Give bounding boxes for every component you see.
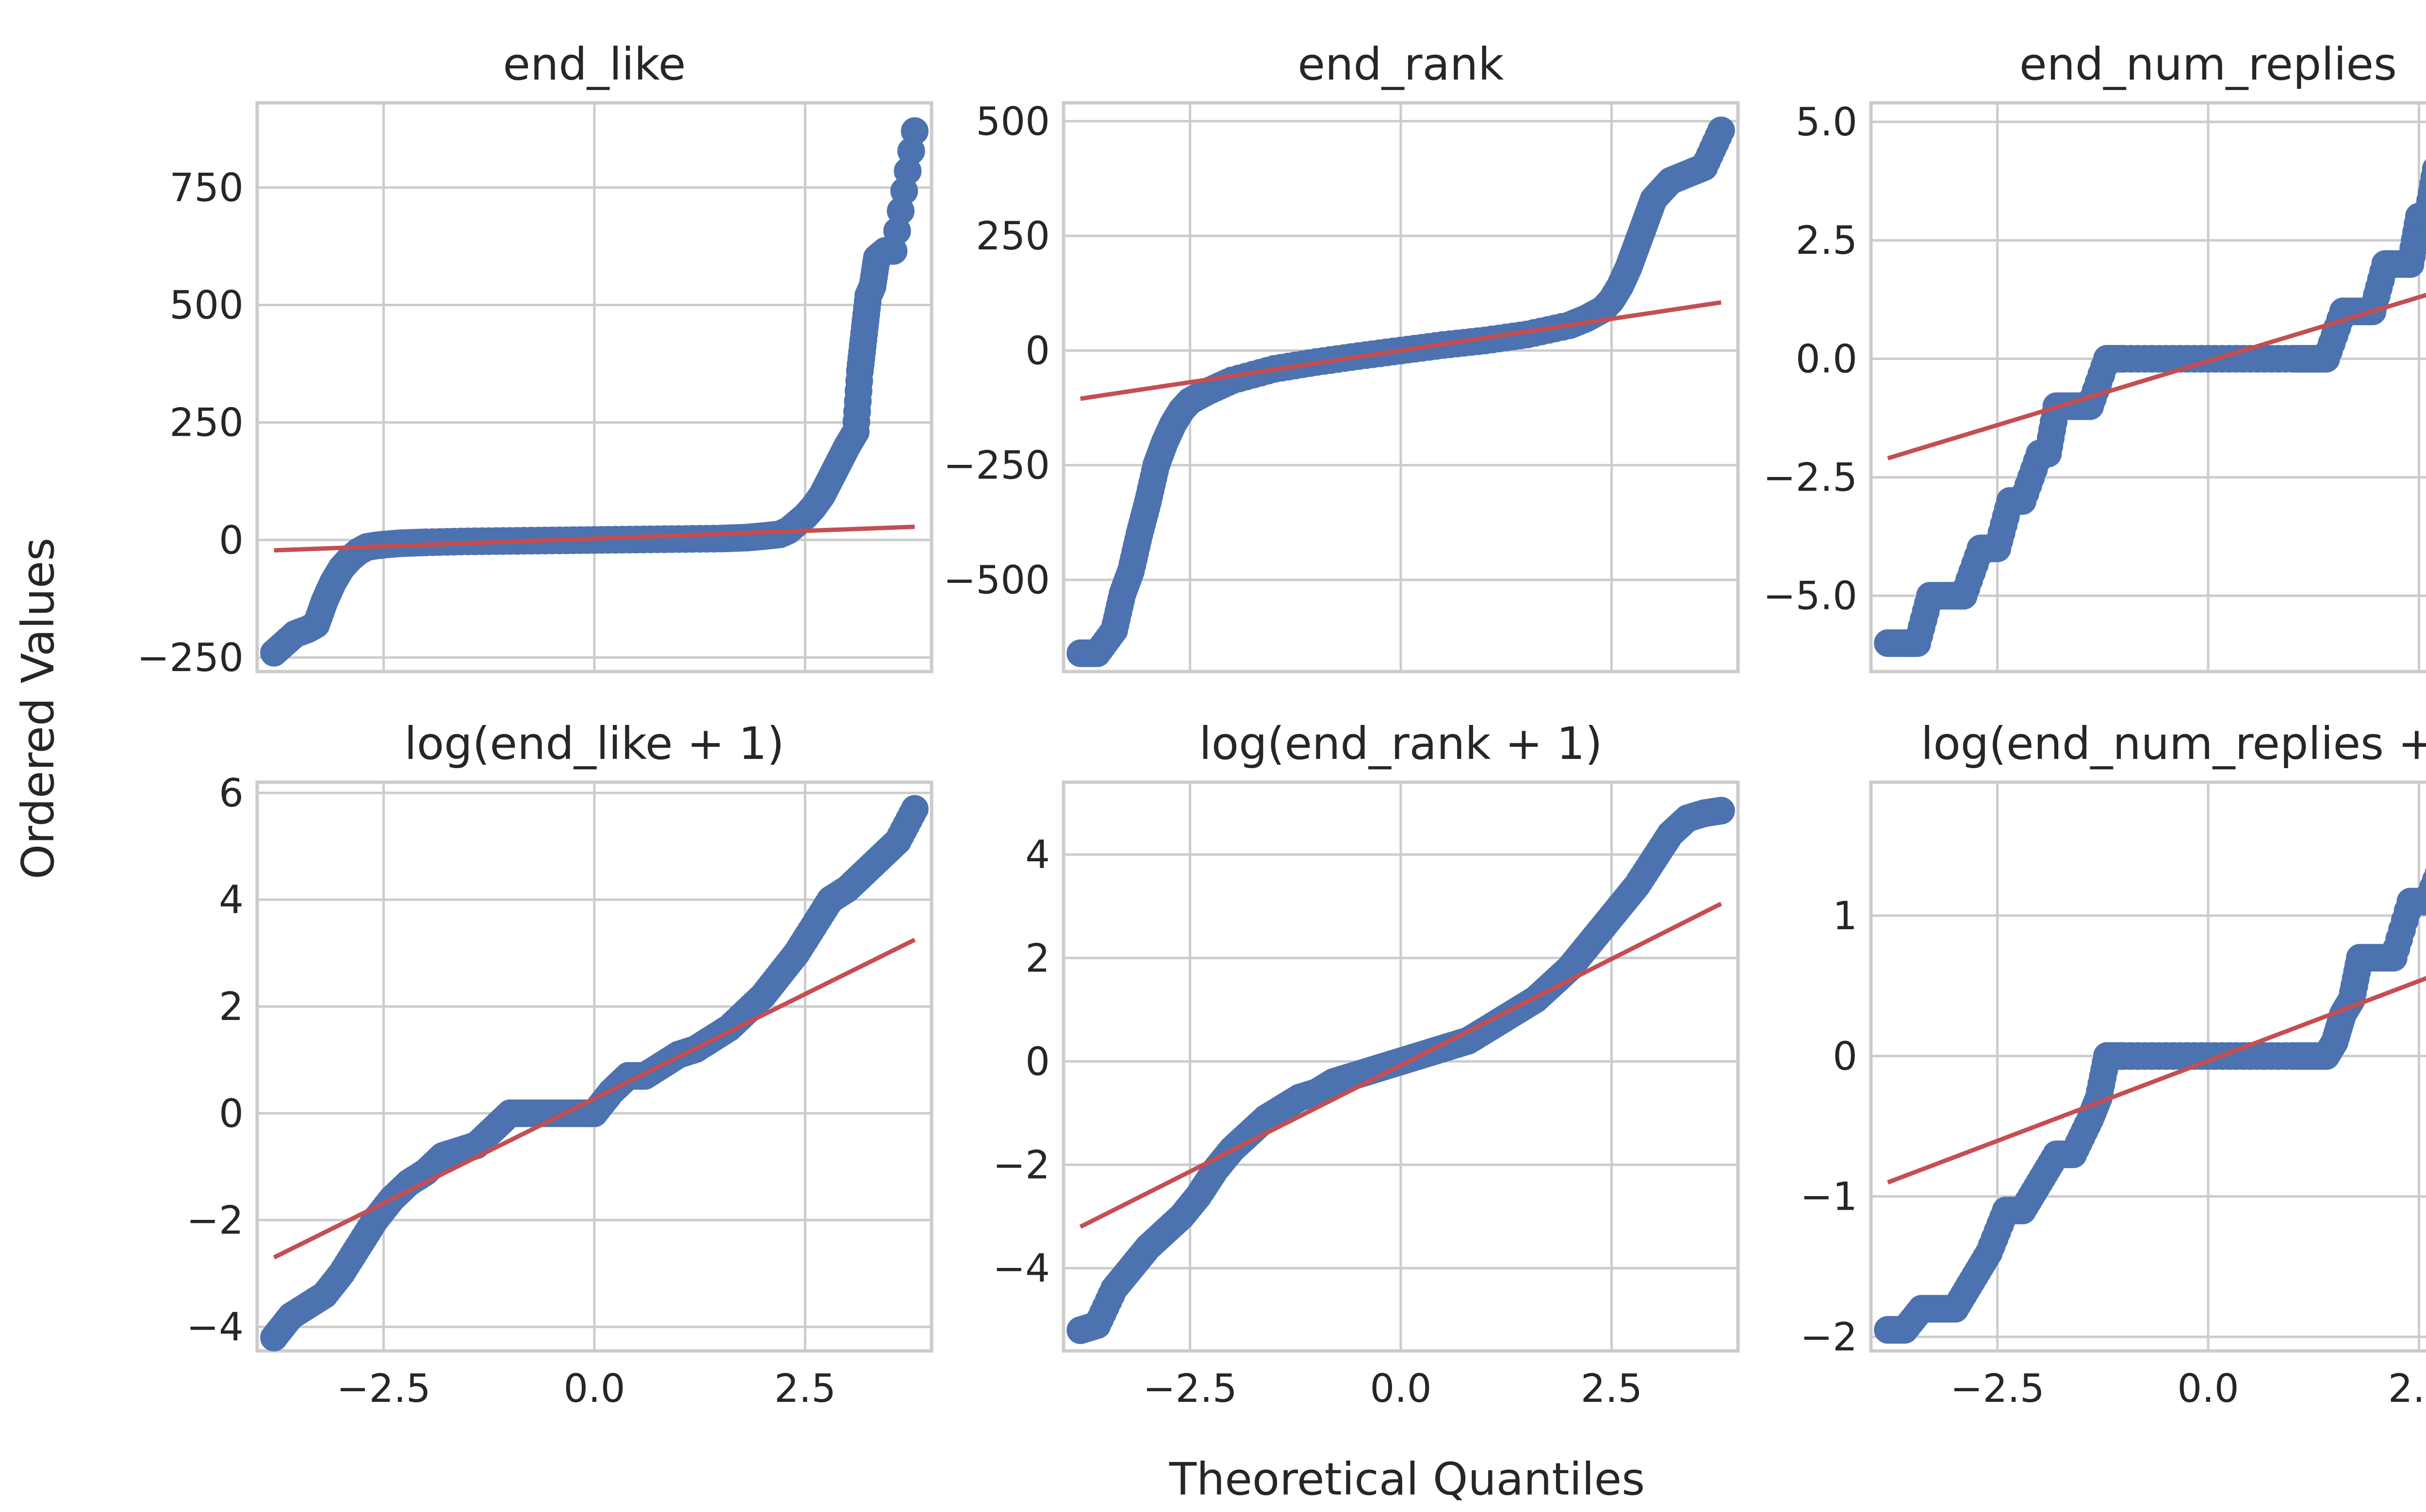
panel-title: log(end_num_replies + 1) bbox=[1921, 718, 2426, 770]
y-tick-label: −250 bbox=[137, 635, 244, 680]
y-tick-label: −4 bbox=[993, 1246, 1050, 1291]
y-tick-label: −4 bbox=[186, 1304, 244, 1349]
x-tick-label: 0.0 bbox=[563, 1366, 625, 1411]
y-tick-label: 0.0 bbox=[1796, 336, 1857, 381]
qq-panel-2: −5.0 −2.5 0.0 2.5 5.0 end_num_replies bbox=[1763, 38, 2426, 674]
panel-title: log(end_rank + 1) bbox=[1199, 718, 1602, 770]
data-points bbox=[260, 795, 929, 1351]
data-point bbox=[1707, 116, 1735, 145]
reference-line bbox=[1887, 293, 2426, 460]
y-tick-label: 500 bbox=[976, 99, 1050, 144]
panel-frame bbox=[255, 780, 934, 1353]
x-tick-label: 0.0 bbox=[2177, 1366, 2239, 1411]
qq-panel-5: −2.5 0.0 2.5 −2 −1 0 1 log(end_num_replies + 1) bbox=[1800, 718, 2426, 1411]
panel-title: end_num_replies bbox=[2019, 38, 2397, 90]
y-tick-label: 500 bbox=[169, 282, 244, 328]
data-point bbox=[901, 117, 929, 145]
data-point bbox=[2422, 159, 2426, 179]
x-tick-label: 2.5 bbox=[1581, 1366, 1642, 1411]
x-tick-label: 2.5 bbox=[774, 1366, 836, 1411]
data-points bbox=[1874, 159, 2426, 657]
reference-line bbox=[274, 525, 915, 553]
panel-frame bbox=[255, 101, 934, 674]
panel-frame bbox=[1869, 101, 2426, 674]
data-point bbox=[901, 795, 929, 823]
data-points bbox=[1874, 868, 2426, 1344]
panel-frame bbox=[1062, 101, 1740, 674]
qq-panel-3: −2.5 0.0 2.5 −4 −2 0 2 4 6 log(end_like + 1) bbox=[186, 718, 934, 1411]
y-tick-label: −500 bbox=[943, 558, 1050, 603]
data-point bbox=[2425, 163, 2426, 175]
qq-panel-0: −250 0 250 500 750 end_like bbox=[137, 38, 934, 680]
panel-title: end_rank bbox=[1297, 38, 1504, 90]
x-tick-label: 2.5 bbox=[2388, 1366, 2426, 1411]
data-point bbox=[2425, 868, 2426, 879]
x-tick-label: −2.5 bbox=[1950, 1366, 2044, 1411]
y-axis-label: Ordered Values bbox=[12, 538, 64, 879]
y-tick-label: 0 bbox=[1025, 1039, 1050, 1084]
y-tick-label: −1 bbox=[1800, 1174, 1857, 1219]
y-tick-label: 1 bbox=[1833, 893, 1857, 938]
y-tick-label: 2 bbox=[1025, 936, 1050, 981]
y-tick-label: 2.5 bbox=[1796, 218, 1857, 263]
y-tick-label: 750 bbox=[169, 165, 244, 210]
reference-line bbox=[1887, 976, 2426, 1184]
y-tick-label: −250 bbox=[943, 443, 1050, 488]
x-tick-label: −2.5 bbox=[336, 1366, 430, 1411]
y-tick-label: −2 bbox=[1800, 1315, 1857, 1360]
y-tick-label: 250 bbox=[169, 400, 244, 445]
y-tick-label: 4 bbox=[219, 877, 244, 922]
panel-title: log(end_like + 1) bbox=[404, 718, 784, 770]
reference-line bbox=[1079, 902, 1722, 1229]
data-point bbox=[1707, 797, 1735, 825]
qq-panel-1: −500 −250 0 250 500 end_rank bbox=[943, 38, 1740, 674]
reference-line bbox=[1080, 300, 1721, 401]
y-tick-label: −2 bbox=[993, 1142, 1050, 1187]
y-tick-label: 2 bbox=[219, 984, 244, 1029]
y-tick-label: 6 bbox=[219, 771, 244, 816]
x-axis-label: Theoretical Quantiles bbox=[1169, 1453, 1645, 1505]
qq-panel-4: −2.5 0.0 2.5 −4 −2 0 2 4 log(end_rank + 1) bbox=[993, 718, 1740, 1411]
y-tick-label: 5.0 bbox=[1796, 99, 1857, 145]
y-tick-label: 4 bbox=[1025, 832, 1050, 877]
y-tick-label: 0 bbox=[1833, 1034, 1857, 1079]
y-tick-label: −2.5 bbox=[1763, 455, 1857, 500]
panel-frame bbox=[1869, 780, 2426, 1353]
y-tick-label: 0 bbox=[1025, 328, 1050, 373]
reference-line bbox=[273, 937, 916, 1260]
y-tick-label: 250 bbox=[976, 214, 1050, 259]
x-tick-label: −2.5 bbox=[1143, 1366, 1237, 1411]
data-points bbox=[260, 117, 929, 667]
y-tick-label: 0 bbox=[219, 518, 244, 563]
y-tick-label: −2 bbox=[186, 1198, 244, 1243]
data-points bbox=[1066, 116, 1735, 667]
y-tick-label: 0 bbox=[219, 1091, 244, 1136]
panel-title: end_like bbox=[503, 38, 686, 90]
panel-frame bbox=[1062, 780, 1740, 1353]
x-tick-label: 0.0 bbox=[1370, 1366, 1431, 1411]
y-tick-label: −5.0 bbox=[1763, 574, 1857, 619]
